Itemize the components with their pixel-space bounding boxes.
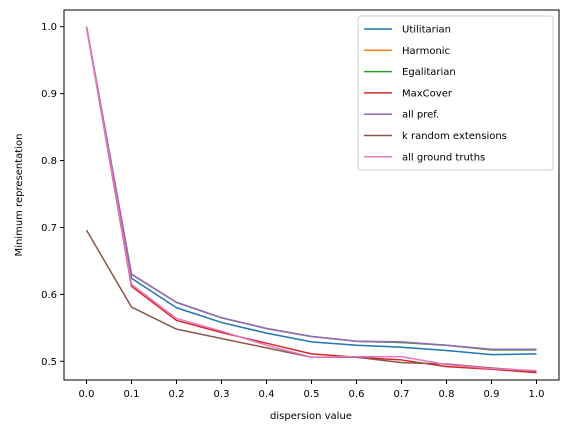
x-tick-label: 1.0 xyxy=(529,389,545,400)
y-tick-label: 0.6 xyxy=(41,290,57,301)
series-line-4 xyxy=(85,26,537,350)
y-axis-ticks: 0.5 0.6 0.7 0.8 0.9 1.0 xyxy=(41,22,64,368)
x-axis-label: dispersion value xyxy=(270,411,352,422)
x-tick-label: 0.6 xyxy=(349,389,365,400)
legend-label-0: Utilitarian xyxy=(402,25,451,36)
x-tick-label: 0.8 xyxy=(439,389,455,400)
y-tick-label: 1.0 xyxy=(41,22,57,33)
x-tick-label: 0.4 xyxy=(259,389,275,400)
legend-label-6: all ground truths xyxy=(402,152,485,163)
legend-box xyxy=(357,15,554,171)
legend-label-4: all pref. xyxy=(402,110,439,121)
x-tick-label: 0.7 xyxy=(394,389,410,400)
y-tick-label: 0.5 xyxy=(41,357,57,368)
y-tick-label: 0.8 xyxy=(41,156,57,167)
x-tick-label: 0.3 xyxy=(214,389,230,400)
x-tick-label: 0.2 xyxy=(169,389,185,400)
series-line-0 xyxy=(85,26,537,356)
x-tick-label: 0.5 xyxy=(304,389,320,400)
x-tick-label: 0.1 xyxy=(124,389,140,400)
legend-label-1: Harmonic xyxy=(402,46,450,57)
legend: Utilitarian Harmonic Egalitarian MaxCover al… xyxy=(357,15,554,171)
y-axis-label: Minimum representation xyxy=(14,134,25,257)
y-tick-label: 0.9 xyxy=(41,89,57,100)
legend-label-2: Egalitarian xyxy=(402,67,456,78)
x-tick-label: 0.9 xyxy=(484,389,500,400)
legend-label-5: k random extensions xyxy=(402,131,507,142)
series-line-6 xyxy=(85,26,537,372)
series-line-3 xyxy=(85,26,537,374)
x-axis-ticks: 0.0 0.1 0.2 0.3 0.4 0.5 0.6 0.7 0.8 0.9 1.0 xyxy=(79,380,545,400)
series-layer xyxy=(85,26,537,374)
y-tick-label: 0.7 xyxy=(41,223,57,234)
legend-label-3: MaxCover xyxy=(402,88,453,99)
x-tick-label: 0.0 xyxy=(79,389,95,400)
